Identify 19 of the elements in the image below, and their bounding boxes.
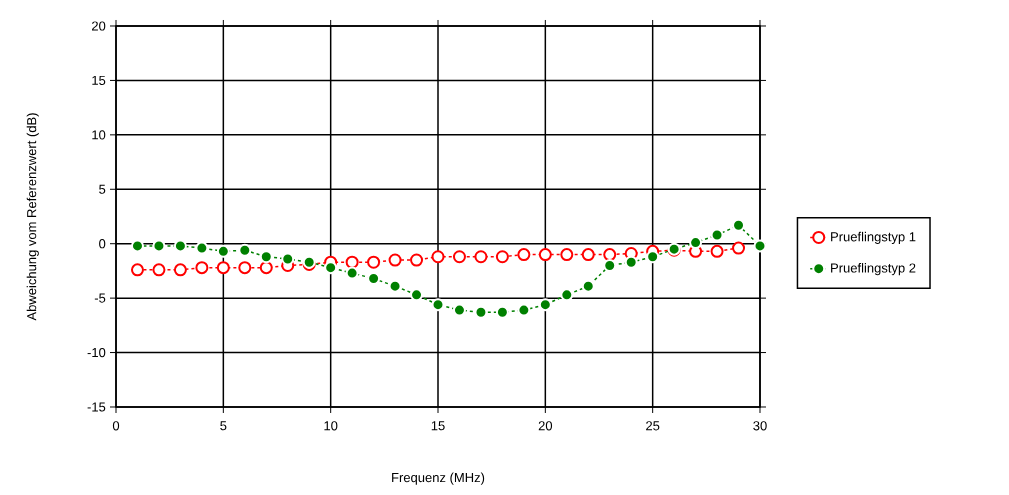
x-tick-label: 20 [538,421,553,431]
x-tick-label: 25 [646,421,660,431]
x-tick-label: 0 [112,421,120,431]
x-tick-label: 5 [220,421,227,431]
x-tick-label: 30 [753,421,767,431]
y-tick-label: -5 [94,293,106,303]
y-tick-label: 0 [99,239,106,249]
y-tick-label: 20 [92,21,106,31]
y-tick-label: 10 [92,130,106,140]
y-tick-label: 15 [92,75,106,85]
x-tick-label: 10 [324,421,338,431]
x-tick-label: 15 [431,421,445,431]
legend-label: Prueflingstyp 2 [831,263,916,276]
y-tick-label: -10 [87,347,106,358]
y-tick-label: 5 [99,184,106,194]
y-tick-label: -15 [87,402,106,412]
legend-label: Prueflingstyp 1 [831,231,916,244]
y-axis-title: Abweichung vom Referenzwert (dB) [26,113,39,321]
x-axis-title: Frequenz (MHz) [392,472,485,485]
